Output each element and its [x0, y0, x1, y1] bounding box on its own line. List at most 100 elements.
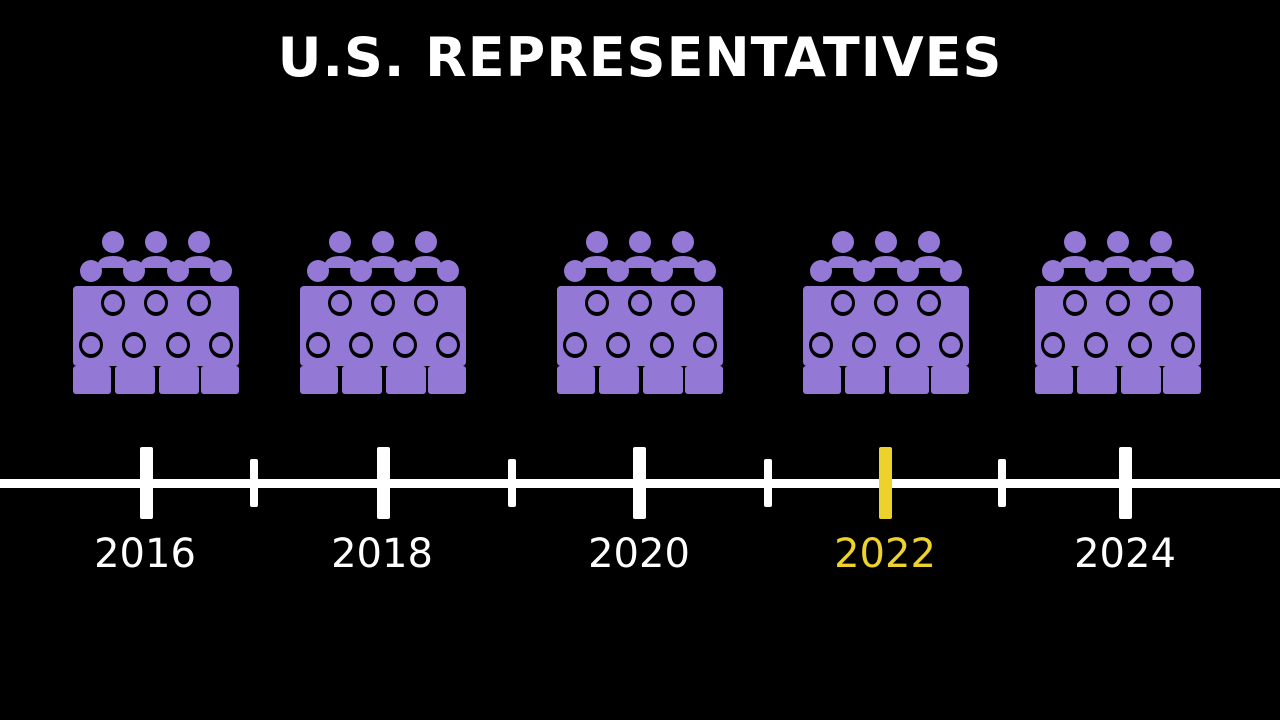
person-head — [350, 260, 372, 282]
person-head — [855, 336, 873, 354]
person-head — [190, 294, 208, 312]
person-head — [437, 260, 459, 282]
front-seat — [300, 366, 338, 394]
person-head — [396, 336, 414, 354]
person-head — [651, 260, 673, 282]
person-head — [696, 336, 714, 354]
person-head — [1150, 231, 1172, 253]
person-head — [331, 294, 349, 312]
person-head — [672, 231, 694, 253]
person-body — [624, 256, 656, 268]
front-seat — [1163, 366, 1201, 394]
slide-title: U.S. REPRESENTATIVES — [277, 26, 1003, 89]
front-seat — [557, 366, 595, 394]
person-head — [309, 336, 327, 354]
front-seat — [1077, 366, 1117, 394]
person-head — [1042, 260, 1064, 282]
person-body — [1102, 256, 1134, 268]
seat-block — [73, 328, 239, 366]
person-head — [212, 336, 230, 354]
person-head — [123, 260, 145, 282]
person-head — [147, 294, 165, 312]
person-head — [1085, 260, 1107, 282]
person-head — [877, 294, 895, 312]
seat-block — [557, 328, 723, 366]
person-body — [1059, 256, 1091, 268]
person-head — [1152, 294, 1170, 312]
front-seat — [201, 366, 239, 394]
person-head — [1131, 336, 1149, 354]
front-seat — [386, 366, 426, 394]
person-head — [631, 294, 649, 312]
person-head — [374, 294, 392, 312]
person-body — [667, 256, 699, 268]
front-seat — [643, 366, 683, 394]
year-label: 2018 — [331, 531, 433, 577]
person-body — [324, 256, 356, 268]
front-seat — [159, 366, 199, 394]
person-head — [169, 336, 187, 354]
front-seat — [685, 366, 723, 394]
person-body — [913, 256, 945, 268]
person-head — [102, 231, 124, 253]
person-head — [920, 294, 938, 312]
person-head — [1064, 231, 1086, 253]
person-head — [1066, 294, 1084, 312]
person-head — [629, 231, 651, 253]
person-head — [586, 231, 608, 253]
person-head — [875, 231, 897, 253]
person-head — [832, 231, 854, 253]
front-seat — [931, 366, 969, 394]
person-head — [674, 294, 692, 312]
person-body — [97, 256, 129, 268]
person-head — [394, 260, 416, 282]
front-seat — [889, 366, 929, 394]
front-seat — [599, 366, 639, 394]
timeline-minor-tick — [508, 459, 516, 507]
person-head — [694, 260, 716, 282]
person-head — [899, 336, 917, 354]
year-label: 2024 — [1074, 531, 1176, 577]
person-head — [942, 336, 960, 354]
audience-group-icon — [557, 228, 723, 394]
person-body — [1145, 256, 1177, 268]
person-body — [183, 256, 215, 268]
timeline-minor-tick — [250, 459, 258, 507]
year-label: 2016 — [94, 531, 196, 577]
timeline-minor-tick — [764, 459, 772, 507]
person-head — [125, 336, 143, 354]
person-head — [834, 294, 852, 312]
audience-group-icon — [300, 228, 466, 394]
person-body — [827, 256, 859, 268]
person-head — [897, 260, 919, 282]
timeline-major-tick — [632, 447, 646, 519]
person-head — [810, 260, 832, 282]
person-head — [853, 260, 875, 282]
front-seat — [428, 366, 466, 394]
person-head — [439, 336, 457, 354]
timeline-minor-tick — [998, 459, 1006, 507]
front-seat — [73, 366, 111, 394]
person-head — [352, 336, 370, 354]
person-head — [417, 294, 435, 312]
timeline-major-tick — [139, 447, 153, 519]
person-head — [1109, 294, 1127, 312]
person-head — [588, 294, 606, 312]
audience-group-icon — [73, 228, 239, 394]
person-body — [410, 256, 442, 268]
person-head — [564, 260, 586, 282]
front-seat — [845, 366, 885, 394]
timeline-major-tick — [1118, 447, 1132, 519]
person-body — [870, 256, 902, 268]
person-body — [367, 256, 399, 268]
person-head — [566, 336, 584, 354]
person-head — [80, 260, 102, 282]
person-head — [104, 294, 122, 312]
person-head — [940, 260, 962, 282]
person-head — [415, 231, 437, 253]
seat-block — [803, 328, 969, 366]
person-head — [167, 260, 189, 282]
front-seat — [1035, 366, 1073, 394]
timeline-major-tick — [376, 447, 390, 519]
